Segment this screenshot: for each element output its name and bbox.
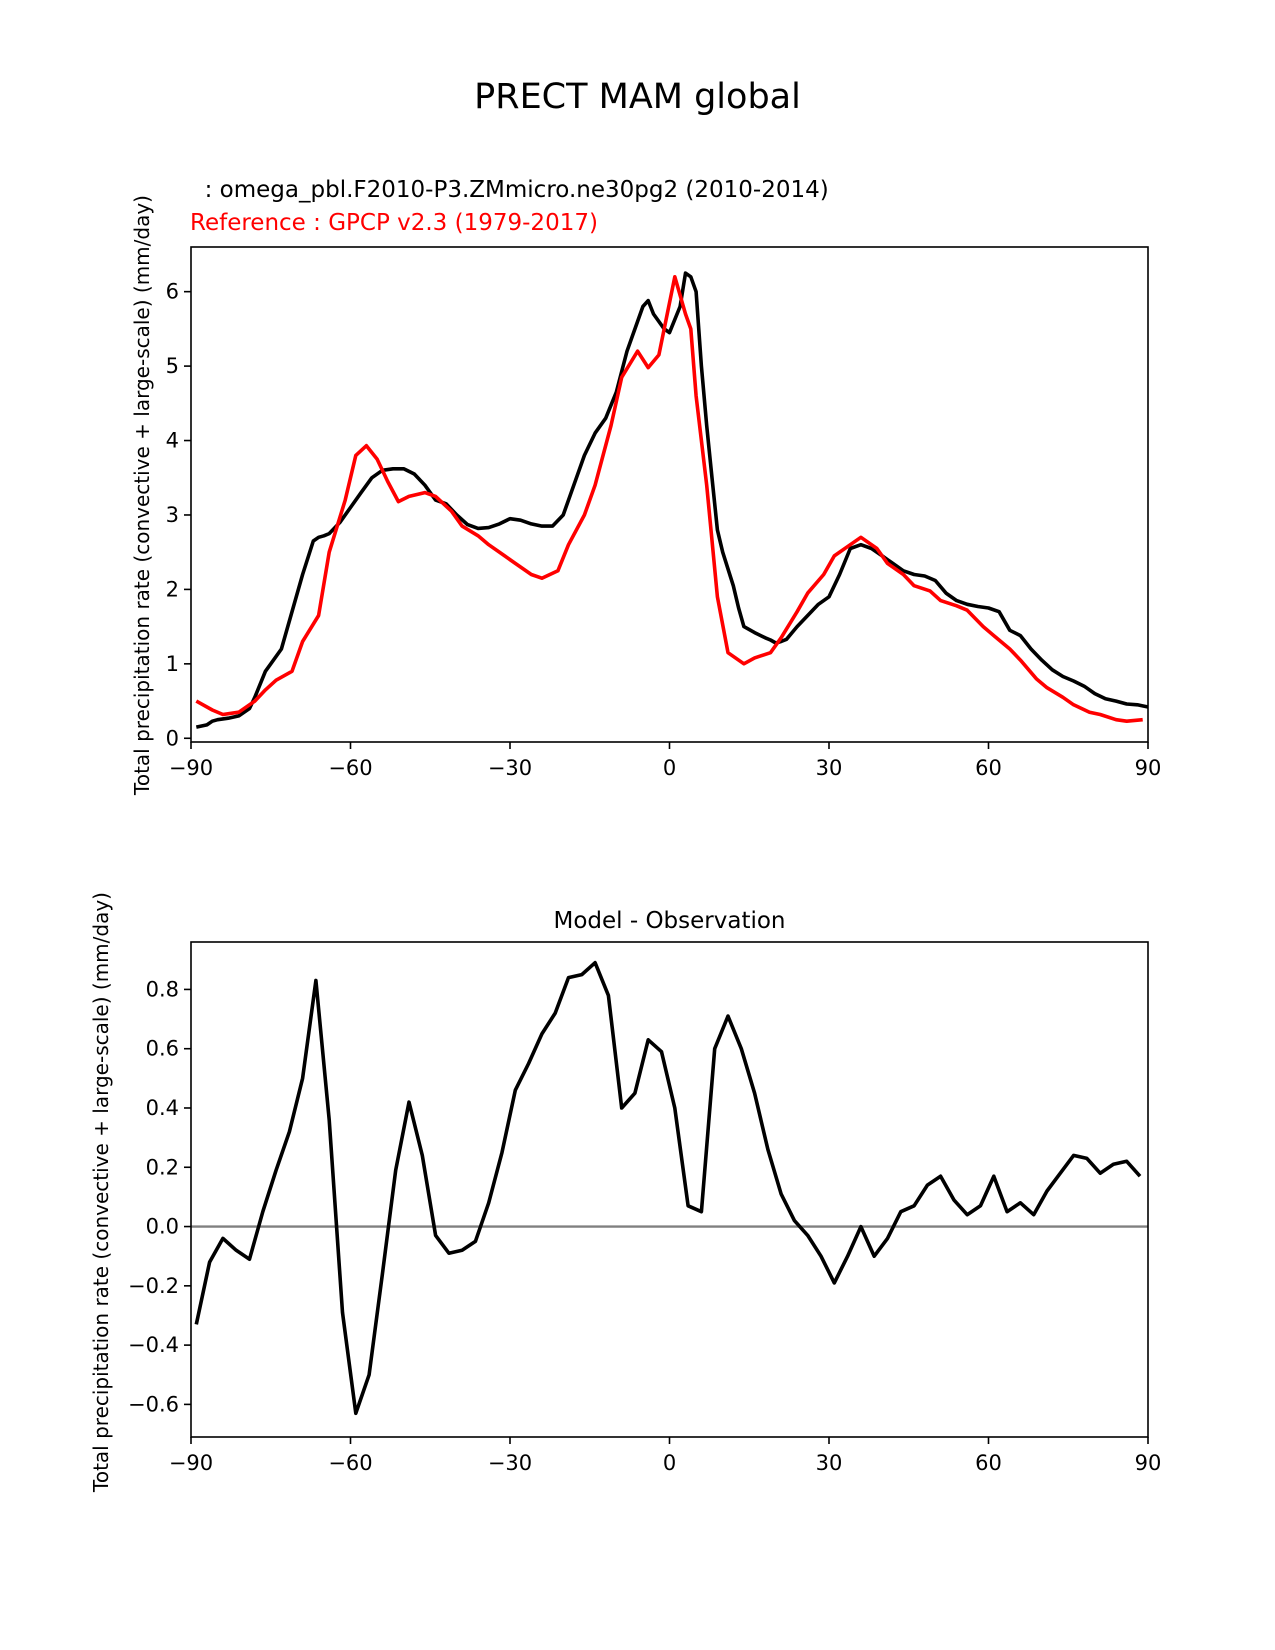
- top-plot-frame: [190, 246, 1149, 743]
- bottom-x-tick-label: −60: [328, 1451, 372, 1475]
- bottom-x-axis: −90 −60 −30 0 30 60 90: [169, 1437, 1162, 1475]
- bottom-x-tick-label: 60: [975, 1451, 1002, 1475]
- bottom-x-tick-label: 0: [663, 1451, 676, 1475]
- bottom-y-tick-label: 0.4: [146, 1096, 179, 1120]
- top-x-tick-label: 90: [1135, 756, 1162, 780]
- top-y-tick-label: 4: [166, 429, 179, 453]
- bottom-y-tick-label: −0.4: [128, 1333, 179, 1357]
- bottom-y-tick-label: 0.2: [146, 1155, 179, 1179]
- top-plot-area: [195, 271, 1149, 729]
- top-y-tick-label: 1: [166, 652, 179, 676]
- top-x-axis: −90 −60 −30 0 30 60 90: [169, 742, 1162, 780]
- figure-title: PRECT MAM global: [474, 77, 801, 117]
- bottom-y-tick-label: 0.6: [146, 1037, 179, 1061]
- top-y-tick-label: 6: [166, 280, 179, 304]
- bottom-plot-area: [191, 960, 1148, 1416]
- bottom-x-tick-label: −90: [169, 1451, 213, 1475]
- bottom-x-tick-label: 30: [816, 1451, 843, 1475]
- bottom-y-tick-label: −0.2: [128, 1274, 179, 1298]
- top-x-tick-label: 60: [975, 756, 1002, 780]
- top-x-tick-label: 0: [663, 756, 676, 780]
- top-y-tick-label: 0: [166, 726, 179, 750]
- top-series-line-test: [195, 271, 1149, 729]
- top-x-tick-label: −30: [488, 756, 532, 780]
- top-y-tick-label: 5: [166, 354, 179, 378]
- top-x-tick-label: −60: [328, 756, 372, 780]
- top-series-line-reference: [195, 274, 1143, 724]
- bottom-y-axis-label: Total precipitation rate (convective + l…: [89, 892, 113, 1493]
- bottom-y-tick-label: −0.6: [128, 1392, 179, 1416]
- bottom-y-axis: −0.6 −0.4 −0.2 0.0 0.2 0.4 0.6 0.8: [128, 977, 191, 1416]
- test-label: : omega_pbl.F2010-P3.ZMmicro.ne30pg2 (20…: [190, 177, 829, 203]
- top-panel: : omega_pbl.F2010-P3.ZMmicro.ne30pg2 (20…: [130, 177, 1161, 796]
- top-x-tick-label: 30: [816, 756, 843, 780]
- bottom-y-tick-label: 0.8: [146, 977, 179, 1001]
- top-y-axis-label: Total precipitation rate (convective + l…: [130, 195, 154, 796]
- top-x-tick-label: −90: [169, 756, 213, 780]
- bottom-title: Model - Observation: [553, 908, 785, 934]
- top-y-tick-label: 2: [166, 577, 179, 601]
- top-y-tick-label: 3: [166, 503, 179, 527]
- top-y-axis: 0 1 2 3 4 5 6: [166, 280, 191, 750]
- bottom-x-tick-label: −30: [488, 1451, 532, 1475]
- bottom-x-tick-label: 90: [1135, 1451, 1162, 1475]
- reference-label: Reference : GPCP v2.3 (1979-2017): [190, 210, 598, 236]
- bottom-panel: Model - Observation Total precipitation …: [89, 892, 1161, 1493]
- bottom-y-tick-label: 0.0: [146, 1215, 179, 1239]
- bottom-series-line-difference: [194, 960, 1142, 1416]
